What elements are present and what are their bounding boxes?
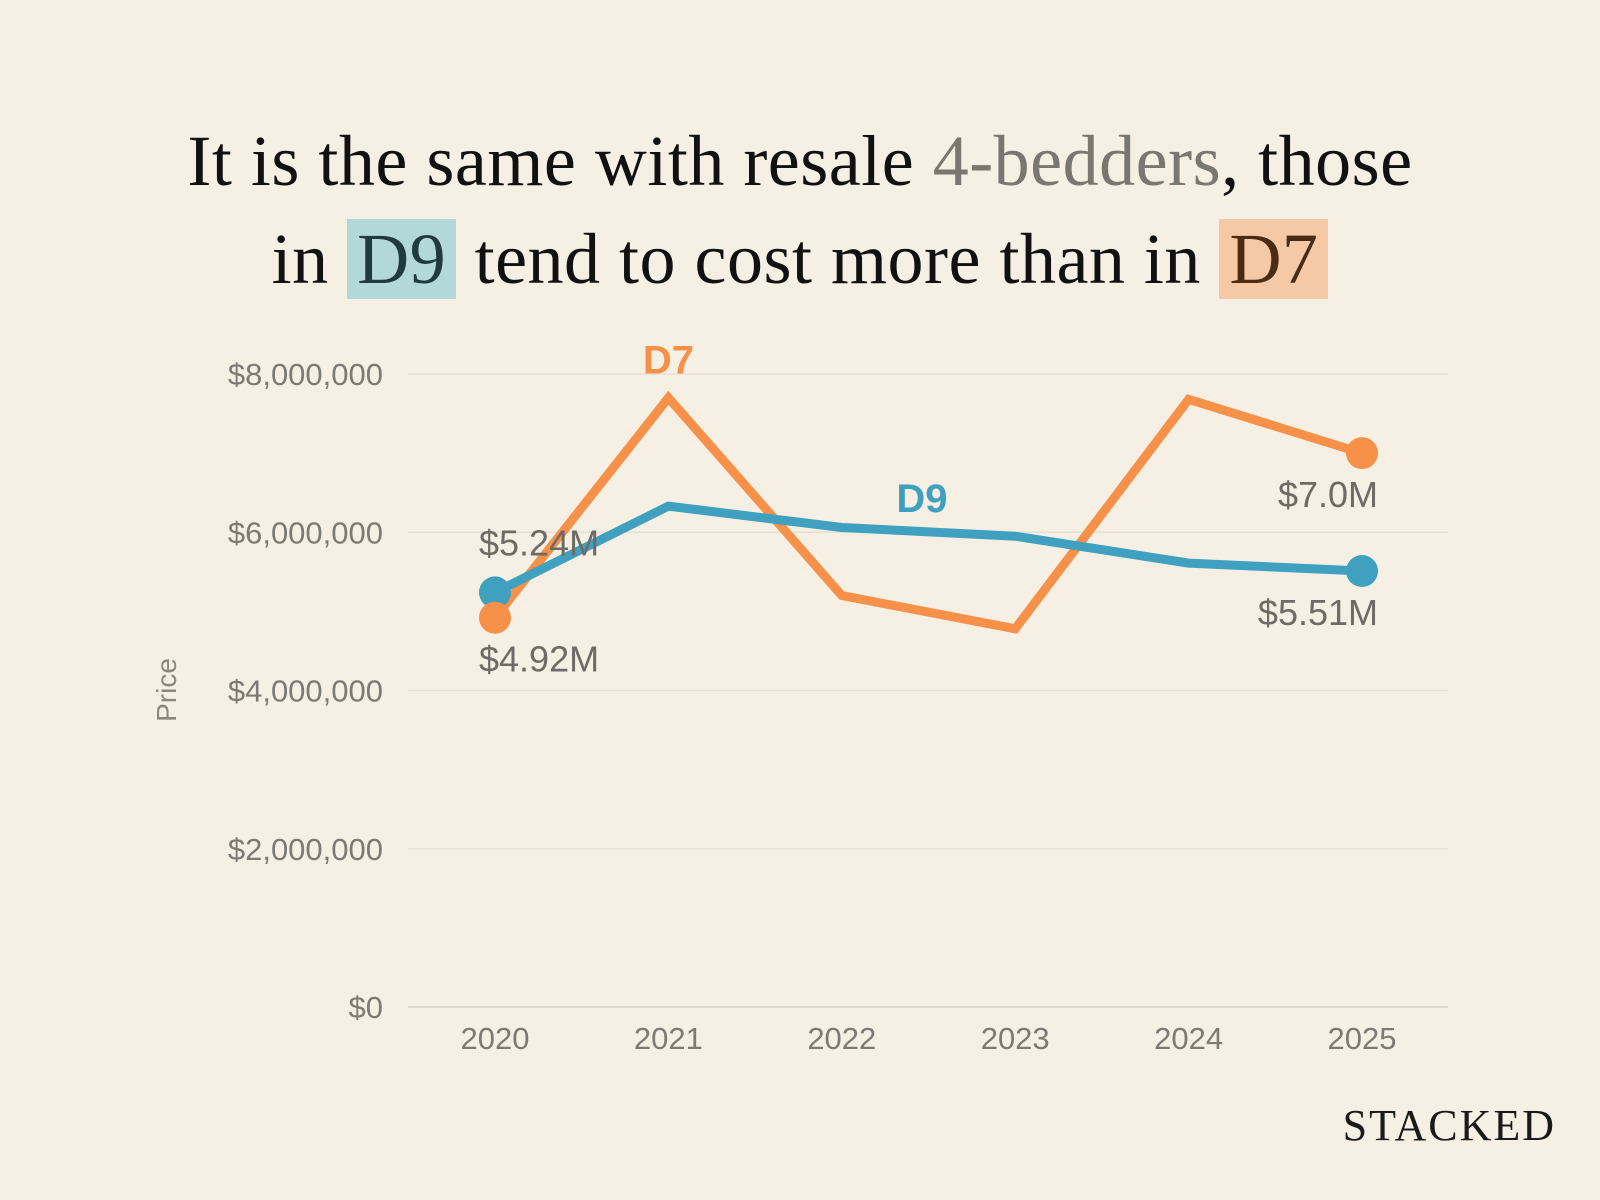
title-text: , those: [1221, 121, 1413, 201]
title-d7-highlight: D7: [1219, 219, 1329, 299]
title-text: tend to cost more than in: [456, 219, 1220, 299]
title-line-2: in D9 tend to cost more than in D7: [0, 210, 1600, 308]
x-tick-label: 2020: [461, 1021, 530, 1056]
title-d9-highlight: D9: [347, 219, 457, 299]
y-axis-label: Price: [151, 658, 182, 722]
y-tick-label: $8,000,000: [228, 357, 383, 392]
y-tick-label: $2,000,000: [228, 832, 383, 867]
series-line-d7: [491, 390, 1364, 634]
chart-title: It is the same with resale 4-bedders, th…: [0, 112, 1600, 308]
data-point-d9: [1346, 555, 1378, 588]
title-text: It is the same with resale: [187, 121, 933, 201]
data-label-d9-end: $5.51M: [1258, 592, 1378, 633]
title-text: in: [271, 219, 348, 299]
stacked-logo: STACKED: [1342, 1101, 1556, 1150]
y-tick-label: $6,000,000: [228, 515, 383, 550]
data-label-d9-start: $5.24M: [479, 522, 599, 563]
x-tick-label: 2025: [1328, 1021, 1397, 1056]
series-line-d9: [492, 501, 1363, 597]
series-label-d9: D9: [896, 477, 947, 521]
data-point-d7: [1346, 437, 1378, 470]
y-tick-label: $0: [349, 990, 383, 1025]
title-bedders: 4-bedders: [932, 121, 1222, 201]
x-tick-label: 2022: [807, 1021, 876, 1056]
series-label-d7: D7: [643, 339, 694, 383]
x-tick-label: 2024: [1154, 1021, 1223, 1056]
data-label-d7-end: $7.0M: [1278, 474, 1378, 515]
data-label-d7-start: $4.92M: [479, 639, 599, 680]
x-tick-label: 2023: [981, 1021, 1050, 1056]
y-tick-label: $4,000,000: [228, 674, 383, 709]
data-point-d7: [479, 601, 511, 634]
data-point-d9: [479, 576, 511, 609]
title-line-1: It is the same with resale 4-bedders, th…: [0, 112, 1600, 210]
x-tick-label: 2021: [634, 1021, 703, 1056]
